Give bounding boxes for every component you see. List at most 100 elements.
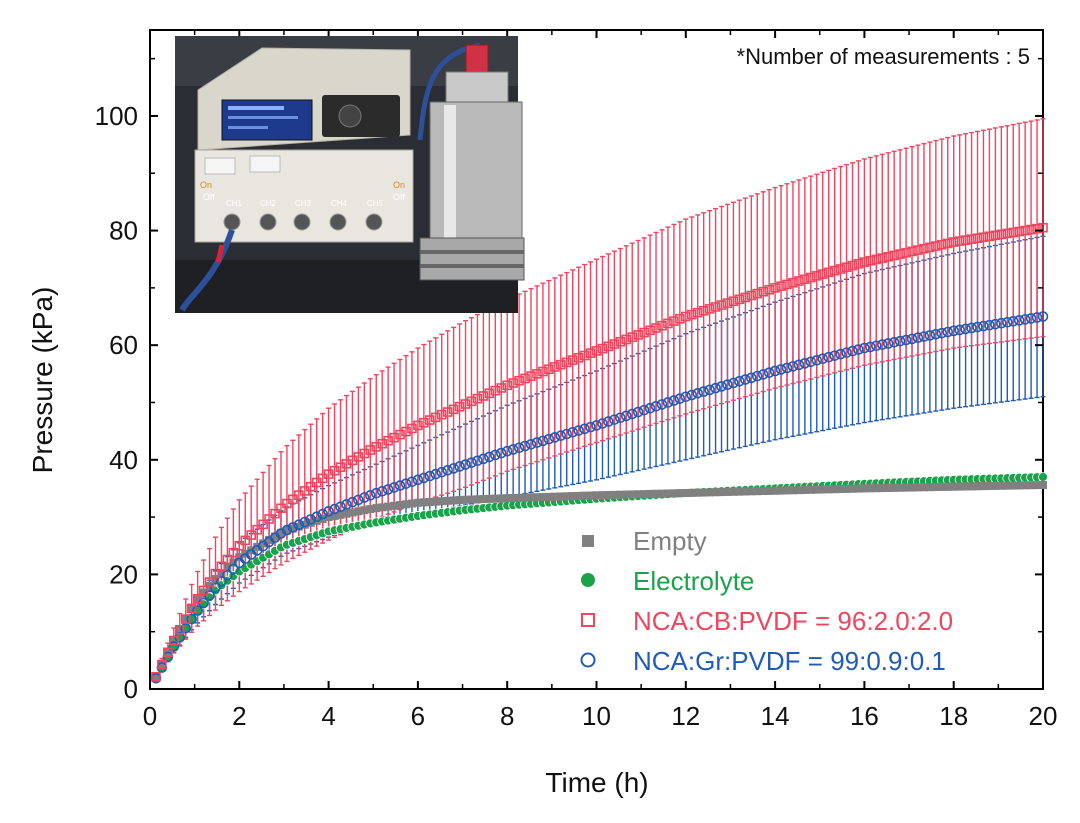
data-point [609, 414, 620, 425]
data-point [223, 563, 232, 572]
data-point [573, 352, 584, 363]
data-point [496, 383, 507, 393]
data-point [259, 539, 268, 548]
data-point [527, 493, 536, 502]
data-point [424, 470, 436, 482]
data-point [467, 495, 476, 504]
data-point [419, 417, 429, 428]
data-point [805, 356, 817, 368]
data-point [1015, 481, 1024, 490]
data-point [222, 569, 233, 581]
data-point [413, 420, 423, 431]
data-point [948, 237, 959, 247]
data-point [192, 605, 203, 616]
data-point [890, 483, 899, 492]
data-point [479, 495, 488, 504]
data-point [253, 542, 262, 551]
data-point [777, 486, 786, 495]
data-point [1020, 225, 1030, 236]
data-point [763, 367, 775, 378]
data-point [907, 246, 917, 257]
data-point [930, 328, 942, 340]
data-point [288, 524, 297, 533]
data-point [174, 624, 185, 635]
data-point [1001, 316, 1013, 328]
data-point [936, 239, 947, 250]
data-point [484, 451, 495, 463]
data-point [544, 364, 554, 375]
data-point [675, 489, 684, 498]
data-point [169, 636, 178, 645]
data-point [997, 481, 1006, 490]
data-point [532, 493, 541, 502]
data-point [507, 444, 519, 455]
data-point [597, 343, 608, 354]
data-point [502, 380, 513, 391]
data-point [491, 494, 500, 503]
data-point [366, 505, 375, 514]
data-point [335, 501, 346, 513]
x-tick-label: 0 [143, 701, 157, 731]
data-point [425, 415, 435, 425]
data-point [616, 490, 625, 499]
data-point [996, 229, 1007, 240]
data-point [383, 435, 393, 446]
data-point [759, 487, 768, 496]
data-point [900, 334, 912, 346]
data-point [376, 485, 388, 497]
data-point [770, 283, 780, 293]
data-point [1021, 481, 1030, 490]
data-point [650, 400, 662, 412]
data-point [634, 490, 643, 499]
data-point [240, 535, 251, 546]
data-point [472, 393, 483, 404]
data-point [669, 316, 679, 326]
data-point [515, 493, 524, 502]
data-point [841, 347, 852, 358]
data-point [281, 524, 293, 536]
data-point [853, 259, 864, 269]
data-point [765, 486, 774, 495]
data-point [610, 490, 619, 499]
data-point [330, 511, 339, 520]
data-point [746, 290, 757, 301]
data-point [407, 423, 417, 434]
data-point [913, 483, 922, 492]
data-point [1027, 481, 1036, 490]
panel-labels: On Off CH1 CH2 CH3 CH4 CH5 On Off [200, 180, 405, 208]
data-point [151, 672, 160, 681]
legend-entry-nca-gr-pvdf: NCA:Gr:PVDF = 99:0.9:0.1 [580, 646, 946, 676]
data-point [882, 338, 894, 349]
data-point [406, 476, 418, 488]
data-point [282, 526, 291, 535]
data-point [354, 507, 363, 516]
data-point [824, 485, 833, 494]
data-point [878, 484, 887, 493]
data-point [740, 292, 751, 303]
data-point [620, 410, 632, 422]
data-point [163, 647, 173, 658]
data-point [794, 276, 804, 286]
data-point [591, 346, 602, 356]
x-tick-label: 20 [1029, 701, 1058, 731]
data-point [412, 474, 424, 486]
data-point [823, 351, 834, 363]
data-point [806, 485, 815, 494]
x-tick-label: 18 [939, 701, 968, 731]
data-point [186, 613, 197, 625]
data-point [954, 236, 965, 246]
data-point [609, 339, 620, 349]
data-point [396, 501, 405, 510]
data-point [895, 249, 905, 259]
data-point [936, 327, 948, 339]
data-point [157, 660, 166, 669]
data-point [235, 553, 244, 562]
data-point [592, 491, 601, 500]
data-point [216, 575, 227, 587]
data-point [698, 386, 709, 397]
panel-label-on-left: On [200, 180, 212, 190]
data-point [698, 305, 709, 316]
data-point [210, 582, 221, 594]
data-point [1003, 481, 1012, 490]
data-point [293, 519, 305, 531]
